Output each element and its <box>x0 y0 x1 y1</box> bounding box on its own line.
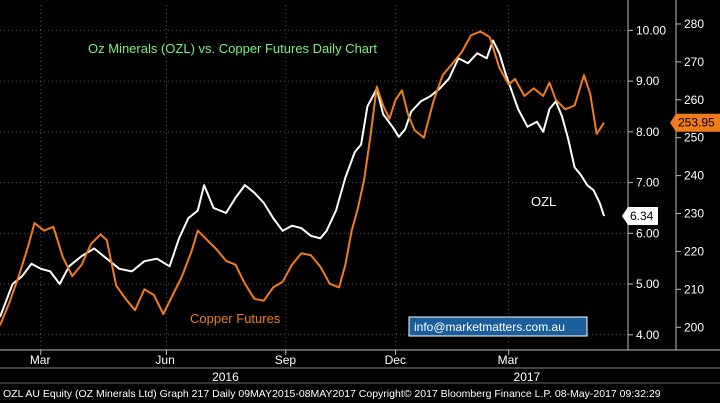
x-tick-label: Mar <box>30 353 51 367</box>
ozl-axis-tick-label: 10.00 <box>636 23 666 37</box>
x-tick-label: Dec <box>385 353 406 367</box>
ozl-axis-tick-label: 6.00 <box>636 226 660 240</box>
ozl-axis-tick-label: 8.00 <box>636 125 660 139</box>
copper-axis-tick-label: 220 <box>684 244 704 258</box>
copper-futures-label: Copper Futures <box>190 311 281 326</box>
copper-axis-tick-label: 200 <box>684 320 704 334</box>
marketmatters-link-text: info@marketmatters.com.au <box>414 320 565 334</box>
marketmatters-link[interactable]: info@marketmatters.com.au <box>408 316 588 337</box>
ozl-axis-tick-label: 7.00 <box>636 176 660 190</box>
ozl-axis-tick-label: 9.00 <box>636 74 660 88</box>
series-layer <box>0 30 606 326</box>
ozl-axis-tick-label: 5.00 <box>636 277 660 291</box>
ozl-axis-tick-label: 4.00 <box>636 328 660 342</box>
copper-last-value-badge <box>670 113 720 132</box>
footer-text: OZL AU Equity (OZ Minerals Ltd) Graph 21… <box>3 388 661 400</box>
copper-axis-tick-label: 210 <box>684 282 704 296</box>
x-tick-label: Jun <box>155 353 174 367</box>
copper-series-line <box>0 30 605 326</box>
link-box <box>408 316 588 337</box>
x-tick-label: Mar <box>498 353 519 367</box>
copper-axis-tick-label: 240 <box>684 169 704 183</box>
x-tick-label: Sep <box>275 353 297 367</box>
copper-axis-tick-label: 280 <box>684 17 704 31</box>
axes: 4.00 5.00 6.00 7.00 8.00 9.00 10.00 200 210 220 23… <box>0 0 720 384</box>
ozl-last-value: 6.34 <box>630 209 654 223</box>
copper-axis-tick-label: 230 <box>684 207 704 221</box>
copper-axis-tick-label: 250 <box>684 131 704 145</box>
year-label: 2017 <box>514 370 541 384</box>
ozl-last-value-badge <box>622 207 658 226</box>
copper-axis-tick-label: 270 <box>684 55 704 69</box>
gridlines <box>0 5 628 350</box>
ozl-label: OZL <box>531 194 556 209</box>
copper-last-value: 253.95 <box>678 116 715 130</box>
chart-title: Oz Minerals (OZL) vs. Copper Futures Dai… <box>88 41 377 56</box>
copper-axis-tick-label: 260 <box>684 93 704 107</box>
year-label: 2016 <box>212 370 239 384</box>
ozl-series-line <box>0 39 606 318</box>
value-badges: 6.34 253.95 <box>622 113 720 226</box>
